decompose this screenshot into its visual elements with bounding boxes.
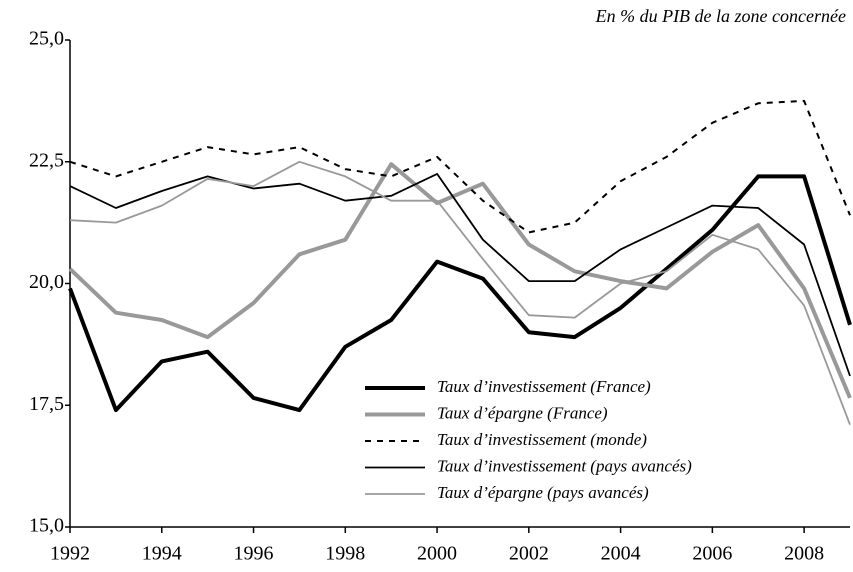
x-tick-label: 1996 — [234, 543, 274, 565]
series-line — [69, 160, 851, 426]
y-tick-label: 15,0 — [29, 515, 64, 537]
series-line — [68, 162, 852, 399]
x-tick-label: 1992 — [50, 543, 90, 565]
legend-label: Taux d’investissement (monde) — [437, 430, 647, 449]
series-line — [68, 174, 852, 413]
y-tick-label: 22,5 — [29, 149, 64, 171]
x-tick-label: 2006 — [692, 543, 732, 565]
x-tick-label: 1998 — [325, 543, 365, 565]
x-tick-label: 2004 — [601, 543, 641, 565]
legend-label: Taux d’épargne (France) — [437, 403, 608, 422]
y-tick-label: 20,0 — [29, 271, 64, 293]
y-tick-label: 25,0 — [29, 28, 64, 50]
annotation: En % du PIB de la zone concernée — [595, 6, 846, 26]
x-tick-label: 2002 — [509, 543, 549, 565]
legend-label: Taux d’investissement (pays avancés) — [437, 456, 692, 475]
x-tick-label: 2000 — [417, 543, 457, 565]
x-tick-label: 1994 — [142, 543, 182, 565]
series-line — [69, 99, 851, 234]
legend-label: Taux d’investissement (France) — [437, 377, 651, 396]
legend-label: Taux d’épargne (pays avancés) — [437, 483, 649, 502]
y-tick-label: 17,5 — [29, 393, 64, 415]
x-tick-label: 2008 — [784, 543, 824, 565]
series-line — [69, 172, 851, 377]
